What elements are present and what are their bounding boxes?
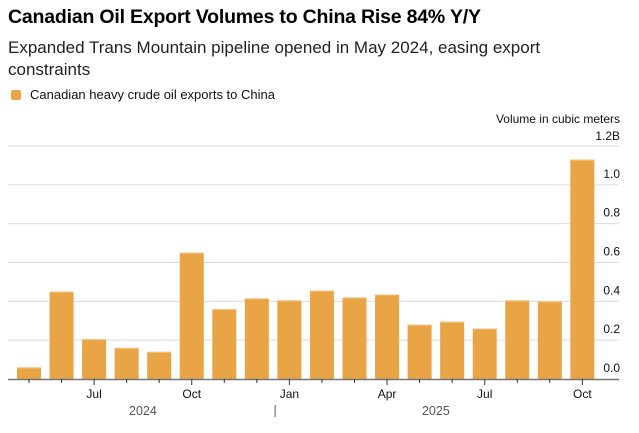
y-tick-label: 0.6: [603, 245, 620, 259]
bar: [472, 328, 497, 379]
x-tick-label: Apr: [378, 387, 397, 401]
bar: [375, 294, 400, 379]
bar: [244, 298, 269, 379]
x-tick-label: Jul: [86, 387, 101, 401]
legend: Canadian heavy crude oil exports to Chin…: [8, 87, 275, 102]
bar: [17, 367, 41, 379]
y-tick-label: 1.0: [603, 167, 620, 181]
bar: [147, 351, 172, 379]
y-tick-label: 0.0: [603, 361, 620, 375]
y-axis: 0.0 0.2 0.4 0.6 0.8 1.0 1.2B: [595, 129, 620, 375]
bar: [309, 290, 334, 379]
legend-swatch: [11, 89, 21, 100]
bar: [440, 321, 465, 379]
bars: [17, 159, 595, 379]
bar: [82, 339, 107, 379]
bar: [537, 301, 562, 379]
x-tick-label: Jan: [280, 387, 299, 401]
y-tick-label: 1.2B: [595, 129, 620, 143]
year-label: 2025: [422, 404, 450, 418]
bar: [179, 252, 204, 379]
legend-label: Canadian heavy crude oil exports to Chin…: [30, 87, 275, 102]
y-axis-title: Volume in cubic meters: [495, 112, 620, 126]
bar: [342, 297, 367, 379]
x-tick-label: Jul: [477, 387, 492, 401]
x-tick-label: Oct: [182, 387, 201, 401]
x-tick-label: Oct: [573, 387, 592, 401]
chart-title: Canadian Oil Export Volumes to China Ris…: [8, 6, 481, 28]
bar: [49, 291, 74, 379]
bar: [277, 300, 302, 379]
bar: [407, 324, 432, 379]
bar: [212, 309, 237, 379]
y-tick-label: 0.4: [603, 283, 620, 297]
bar: [114, 347, 139, 379]
year-label: 2024: [129, 404, 157, 418]
bar: [505, 300, 530, 379]
bar: [570, 159, 595, 379]
chart-subtitle: Expanded Trans Mountain pipeline opened …: [8, 38, 541, 79]
x-axis: Jul Oct Jan Apr Jul Oct 2024 2025: [8, 378, 619, 418]
y-tick-label: 0.2: [603, 322, 620, 336]
y-tick-label: 0.8: [603, 206, 620, 220]
